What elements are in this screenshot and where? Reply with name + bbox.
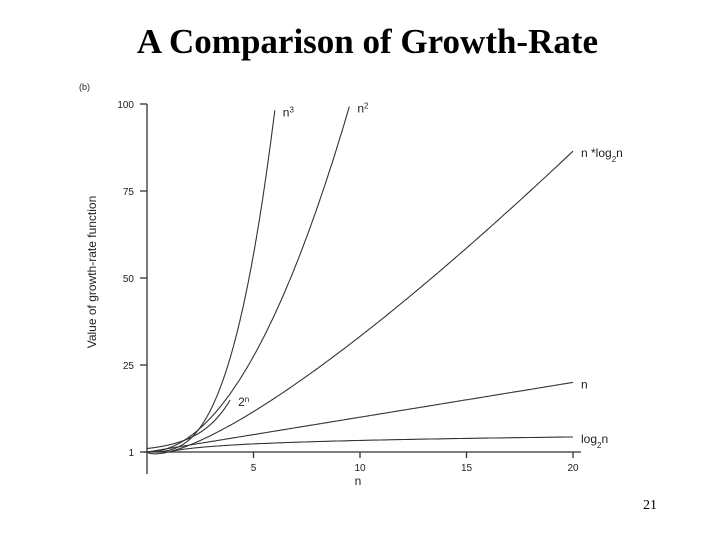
series-label-part: n [601,432,608,446]
x-tick-label: 15 [461,463,473,474]
y-tick-label: 1 [128,448,134,459]
x-axis-title: n [355,474,362,488]
series-line [146,381,574,453]
y-axis-title: Value of growth-rate function [85,196,99,349]
y-tick-label: 100 [117,100,134,111]
series-label-part: n [283,105,290,119]
y-tick-label: 75 [123,187,135,198]
series-line [147,106,350,453]
series-label-part: 2 [364,101,369,110]
slide-title: A Comparison of Growth-Rate [136,22,599,61]
panel-label: (b) [79,82,90,92]
series-label: 2n [238,395,249,410]
series-label-part: log [581,432,597,446]
series-label-part: n [357,102,364,116]
chart-series [146,106,574,455]
series-label-part: n *log [581,146,612,160]
series-label: n3 [283,105,295,120]
series-line [147,436,573,453]
page-number: 21 [643,498,657,513]
y-tick-label: 25 [123,361,135,372]
series-label-part: 2 [238,395,245,409]
series-label: n *log2n [581,146,623,164]
series-line [147,399,231,450]
series-label: log2n [581,432,608,450]
x-tick-label: 20 [567,463,579,474]
series-label-part: n [245,395,249,404]
series-label-part: 3 [289,105,294,114]
series-label: n2 [357,101,369,116]
series-label-part: 2 [597,440,602,449]
y-tick-label: 50 [123,274,135,285]
series-line [146,150,574,455]
chart-axes: 1 25 50 75 100 5 10 15 20 [117,100,581,474]
series-label-part: n [581,377,588,391]
series-label: n [581,377,588,391]
series-label-part: 2 [612,155,617,164]
x-tick-label: 10 [354,463,366,474]
x-tick-label: 5 [251,463,257,474]
series-label-part: n [616,146,623,160]
series-line [147,110,276,453]
